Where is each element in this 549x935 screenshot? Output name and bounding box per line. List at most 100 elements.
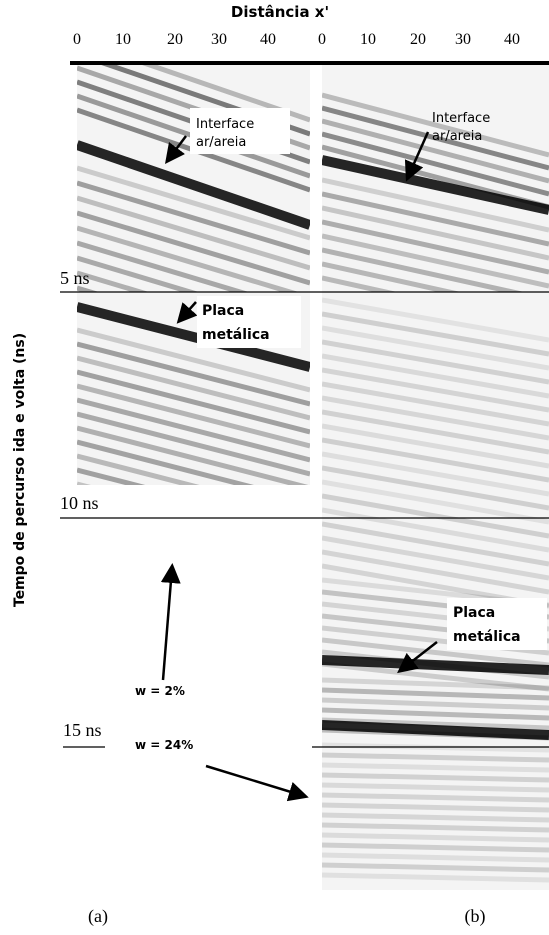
- tick: 30: [211, 31, 227, 48]
- band: [322, 677, 549, 691]
- band: [322, 437, 549, 483]
- band: [322, 697, 549, 711]
- label-box: [447, 598, 547, 650]
- band: [322, 423, 549, 469]
- tick: 20: [410, 31, 426, 48]
- band: [322, 802, 549, 813]
- band: [77, 180, 310, 256]
- band: [77, 369, 310, 435]
- band: [322, 720, 549, 740]
- reflection-bands: [322, 655, 549, 675]
- band: [77, 397, 310, 463]
- band: [322, 465, 549, 511]
- band: [77, 140, 310, 230]
- band: [77, 425, 309, 485]
- annotation: Interface: [432, 111, 490, 126]
- band: [322, 325, 549, 371]
- tick: 20: [167, 31, 183, 48]
- annotation: metálica: [202, 327, 270, 343]
- band: [322, 92, 549, 158]
- band: [77, 467, 146, 485]
- reflection-bands: [77, 140, 310, 230]
- y-axis-title: Tempo de percurso ida e volta (ns): [12, 333, 28, 607]
- band: [322, 233, 549, 289]
- band: [322, 205, 549, 261]
- band: [322, 862, 549, 873]
- annotation: w = 2%: [135, 684, 185, 698]
- reflection-bands: [77, 302, 310, 372]
- band: [322, 792, 549, 803]
- label-box: [197, 296, 301, 348]
- band: [322, 339, 549, 385]
- band: [322, 535, 549, 581]
- annotation: Placa: [202, 303, 244, 319]
- annotation: metálica: [453, 629, 521, 645]
- band: [322, 261, 461, 292]
- reflection-bands: [322, 92, 549, 210]
- band: [322, 822, 549, 833]
- band: [322, 637, 549, 668]
- band: [322, 852, 549, 863]
- reflection-bands: [322, 155, 549, 215]
- arrows: [160, 131, 438, 802]
- band: [322, 842, 549, 853]
- band: [77, 453, 200, 485]
- band: [77, 302, 310, 372]
- band: [77, 439, 255, 485]
- band: [77, 355, 310, 421]
- label-box: [190, 108, 290, 154]
- panel-label: (b): [465, 906, 486, 927]
- band: [322, 655, 549, 675]
- reflection-bands: [77, 165, 310, 292]
- band: [322, 752, 549, 763]
- band: [77, 225, 299, 292]
- band: [322, 451, 549, 497]
- tick: 10: [360, 31, 376, 48]
- band: [77, 327, 310, 393]
- reflection-bands: [322, 297, 549, 609]
- annotation: w = 24%: [135, 738, 193, 752]
- band: [322, 219, 549, 275]
- band: [322, 118, 549, 184]
- ticks-b: 0 10 20 30 40: [318, 31, 520, 48]
- time-label: 15 ns: [63, 720, 102, 740]
- band: [322, 661, 549, 692]
- band: [322, 409, 549, 455]
- band: [322, 687, 549, 701]
- annotation: ar/areia: [196, 135, 246, 150]
- band: [77, 341, 310, 407]
- band: [322, 782, 549, 793]
- band: [322, 155, 549, 215]
- band: [322, 521, 549, 567]
- band: [322, 872, 549, 883]
- tick: 40: [504, 31, 520, 48]
- band: [322, 191, 549, 247]
- band: [322, 311, 549, 357]
- band: [77, 195, 310, 271]
- panel-label: (a): [88, 906, 108, 927]
- annotation: Interface: [196, 117, 254, 132]
- band: [77, 255, 199, 292]
- band: [322, 395, 549, 441]
- time-label: 10 ns: [60, 493, 99, 513]
- band: [77, 411, 310, 477]
- tick: 40: [260, 31, 276, 48]
- reflection-bands: [322, 742, 549, 883]
- band: [322, 353, 549, 399]
- band: [322, 275, 398, 292]
- x-axis-title: Distância x': [231, 3, 329, 21]
- band: [77, 165, 310, 241]
- tick: 0: [318, 31, 326, 48]
- band: [322, 717, 549, 731]
- band: [77, 383, 310, 449]
- reflection-bands: [322, 720, 549, 740]
- ticks-a: 0 10 20 30 40: [73, 31, 276, 48]
- tick: 30: [455, 31, 471, 48]
- band: [322, 381, 549, 427]
- band: [322, 507, 549, 553]
- band: [77, 240, 249, 292]
- band: [322, 707, 549, 721]
- tick: 0: [73, 31, 81, 48]
- band: [322, 762, 549, 773]
